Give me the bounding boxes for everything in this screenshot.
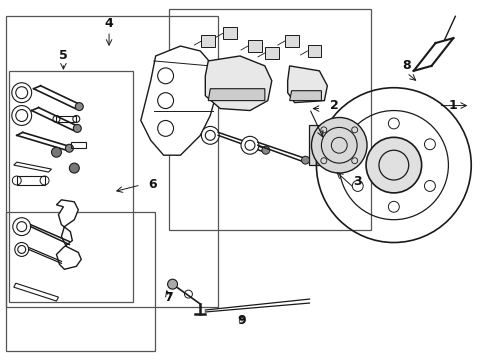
Circle shape [13, 218, 31, 235]
Bar [168, 9, 370, 230]
Circle shape [69, 163, 79, 173]
Bar [201, 35, 215, 47]
Text: 7: 7 [164, 291, 173, 303]
Circle shape [262, 146, 269, 154]
Bar [6, 16, 218, 307]
Text: 4: 4 [104, 17, 113, 30]
Text: 9: 9 [237, 314, 246, 327]
Circle shape [51, 147, 61, 157]
Bar [307, 45, 321, 57]
Circle shape [205, 130, 215, 140]
Polygon shape [208, 89, 264, 100]
Circle shape [65, 144, 73, 152]
Bar [309, 125, 344, 165]
Polygon shape [14, 162, 51, 172]
Bar [247, 40, 262, 52]
Text: 5: 5 [59, 49, 68, 63]
Text: 2: 2 [329, 99, 338, 112]
Circle shape [73, 125, 81, 132]
Text: 6: 6 [148, 179, 157, 192]
Circle shape [16, 109, 28, 121]
Bar [6, 212, 154, 351]
Bar [71, 142, 86, 148]
Bar [56, 116, 76, 122]
Polygon shape [289, 91, 321, 100]
Circle shape [18, 246, 26, 253]
Circle shape [301, 156, 309, 164]
Text: 8: 8 [402, 59, 410, 72]
Circle shape [244, 140, 254, 150]
Circle shape [366, 137, 421, 193]
Bar [264, 47, 278, 59]
Circle shape [201, 126, 219, 144]
Text: 1: 1 [448, 99, 457, 112]
Circle shape [75, 103, 83, 111]
Bar [17, 176, 44, 185]
Polygon shape [56, 200, 81, 269]
Circle shape [12, 105, 32, 125]
Polygon shape [287, 66, 326, 103]
Polygon shape [141, 46, 217, 155]
Bar [9, 71, 133, 302]
Circle shape [16, 87, 28, 99]
Bar [284, 35, 298, 47]
Polygon shape [205, 56, 271, 111]
Circle shape [167, 279, 177, 289]
Polygon shape [14, 283, 59, 301]
Circle shape [17, 222, 27, 231]
Circle shape [15, 243, 29, 256]
Circle shape [241, 136, 258, 154]
Text: 3: 3 [352, 175, 361, 189]
Circle shape [311, 117, 366, 173]
Circle shape [12, 83, 32, 103]
Bar [223, 27, 237, 39]
